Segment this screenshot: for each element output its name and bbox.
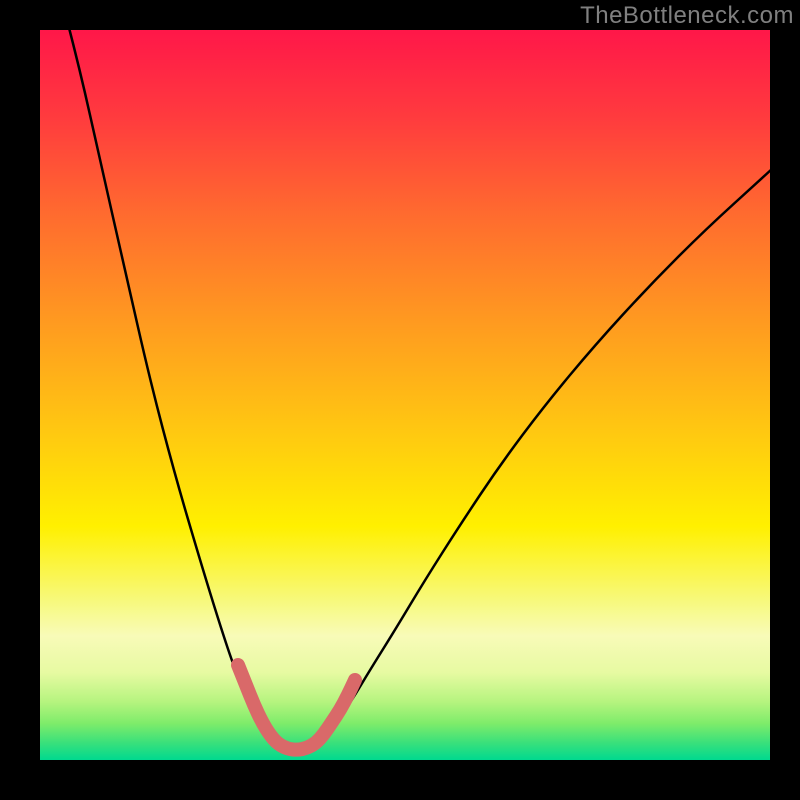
chart-stage: TheBottleneck.com — [0, 0, 800, 800]
watermark-text: TheBottleneck.com — [580, 2, 794, 30]
chart-svg — [0, 0, 800, 800]
plot-background — [40, 30, 770, 760]
